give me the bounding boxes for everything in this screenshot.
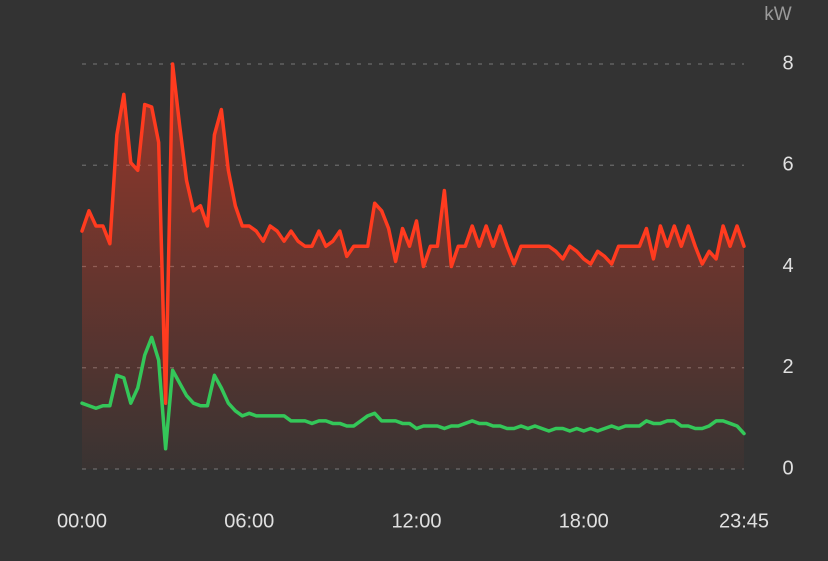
area [82, 64, 744, 469]
x-tick-label: 00:00 [57, 510, 107, 532]
y-tick-label: 8 [782, 52, 793, 74]
line [80, 335, 746, 451]
y-tick-label: 2 [782, 356, 793, 378]
x-tick-label: 18:00 [559, 510, 609, 532]
x-tick-label: 23:45 [719, 510, 769, 532]
line [80, 62, 746, 405]
x-tick-label: 06:00 [224, 510, 274, 532]
y-tick-label: 6 [782, 154, 793, 176]
y-tick-label: 4 [782, 255, 793, 277]
x-tick-label: 12:00 [391, 510, 441, 532]
y-axis-unit: kW [764, 4, 792, 25]
y-tick-label: 0 [782, 457, 793, 479]
